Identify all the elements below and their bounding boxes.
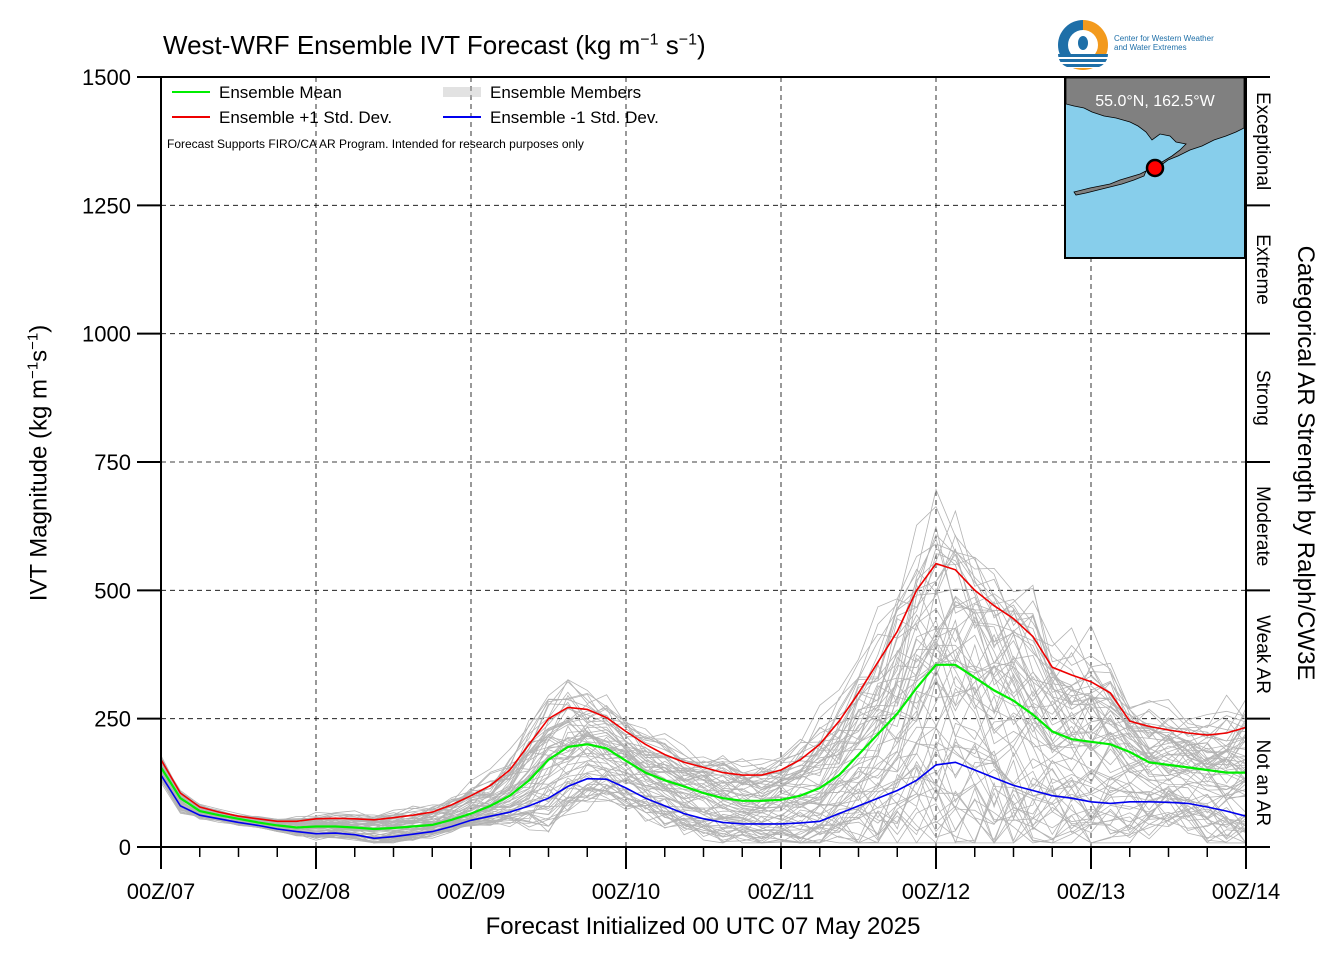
- ensemble-member-line: [160, 488, 1247, 822]
- y-tick-label: 750: [94, 450, 131, 475]
- category-label: Extreme: [1252, 234, 1273, 305]
- x-tick-label: 00Z/11: [748, 879, 815, 904]
- ensemble-member-line: [160, 779, 1247, 844]
- category-label: Strong: [1252, 370, 1273, 426]
- x-tick-label: 00Z/09: [437, 879, 506, 904]
- research-note: Forecast Supports FIRO/CA AR Program. In…: [167, 137, 584, 151]
- ensemble-member-line: [160, 643, 1247, 833]
- cw3e-logo: Center for Western Weather and Water Extr…: [1058, 18, 1248, 74]
- category-label: Weak AR: [1252, 615, 1273, 694]
- legend-label: Ensemble Mean: [219, 83, 342, 102]
- inset-land-alaska: [1065, 77, 1245, 169]
- y-axis-label: IVT Magnitude (kg m−1s−1): [24, 324, 53, 602]
- category-label: Moderate: [1252, 486, 1273, 566]
- ensemble-member-line: [160, 782, 1247, 844]
- wave-icon: [1058, 54, 1108, 68]
- ensemble-stat-lines: [160, 562, 1247, 840]
- x-tick-label: 00Z/14: [1212, 879, 1281, 904]
- legend-label: Ensemble Members: [490, 83, 641, 102]
- category-axis-label: Categorical AR Strength by Ralph/CW3E: [1292, 245, 1319, 681]
- location-inset-map: 55.0°N, 162.5°W: [1064, 76, 1246, 259]
- x-tick-label: 00Z/12: [902, 879, 971, 904]
- x-axis-label: Forecast Initialized 00 UTC 07 May 2025: [485, 913, 921, 940]
- ensemble-member-line: [160, 741, 1247, 840]
- ensemble-member-line: [160, 556, 1247, 823]
- ensemble-member-line: [160, 588, 1247, 826]
- legend-label: Ensemble -1 Std. Dev.: [490, 108, 659, 127]
- axis-ticks: 0 250 500 750 1000 1250 1500 00Z/07 00Z/08 00Z/09…: [82, 65, 1280, 904]
- ensemble-member-line: [160, 505, 1247, 822]
- ensemble-member-line: [160, 596, 1247, 826]
- ensemble-member-line: [160, 639, 1247, 831]
- x-tick-label: 00Z/13: [1057, 879, 1126, 904]
- category-label: Not an AR: [1252, 740, 1273, 827]
- series-line: [160, 761, 1247, 840]
- ensemble-member-line: [160, 547, 1247, 825]
- y-tick-label: 0: [119, 835, 131, 860]
- ensemble-member-line: [160, 619, 1247, 826]
- ensemble-member-line: [160, 726, 1247, 840]
- ensemble-member-line: [160, 657, 1247, 832]
- ensemble-member-lines: [160, 488, 1247, 844]
- legend: Ensemble Mean Ensemble Members Ensemble +1…: [172, 83, 659, 127]
- y-tick-label: 500: [94, 578, 131, 603]
- legend-label: Ensemble +1 Std. Dev.: [219, 108, 392, 127]
- chart-title: West-WRF Ensemble IVT Forecast (kg m−1 s…: [163, 30, 706, 60]
- category-label: Exceptional: [1252, 92, 1273, 190]
- ensemble-member-line: [160, 596, 1247, 828]
- ensemble-member-line: [160, 640, 1247, 832]
- y-tick-label: 1500: [82, 65, 131, 90]
- water-drop-icon: [1078, 36, 1088, 50]
- x-tick-label: 00Z/08: [282, 879, 351, 904]
- series-line: [160, 663, 1246, 831]
- x-tick-label: 00Z/10: [592, 879, 661, 904]
- y-tick-label: 250: [94, 707, 131, 732]
- x-tick-label: 00Z/07: [127, 879, 196, 904]
- y-tick-label: 1250: [82, 193, 131, 218]
- ensemble-member-line: [160, 543, 1247, 822]
- inset-location-label: 55.0°N, 162.5°W: [1095, 93, 1215, 110]
- y-tick-label: 1000: [82, 322, 131, 347]
- location-marker: [1145, 158, 1165, 178]
- ensemble-member-line: [160, 627, 1247, 829]
- ensemble-member-line: [160, 633, 1247, 828]
- logo-org-name: Center for Western Weather and Water Extr…: [1114, 34, 1214, 52]
- inset-land-aleutians: [1073, 170, 1147, 196]
- series-line: [160, 562, 1247, 823]
